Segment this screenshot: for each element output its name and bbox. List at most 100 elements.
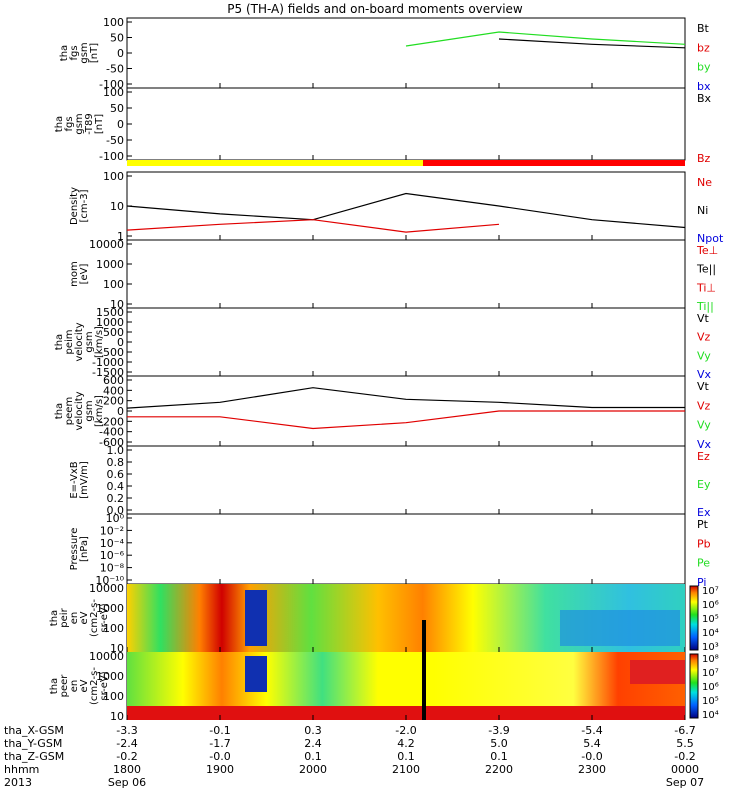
peir-blue-patch: [560, 610, 680, 646]
axis-row-value: -3.9: [488, 724, 510, 737]
panel-fgs-t89: 100 50 0 -50 -100 tha fgs gsm -T89 [nT] Bx Bz: [54, 86, 712, 165]
ephemeris-axis: tha_X-GSM -3.3 -0.1 0.3 -2.0 -3.9 -5.4 -6.7 tha_…: [0, 720, 750, 800]
axis-row-value: 0000: [671, 763, 699, 776]
y-tick-label: 10: [110, 200, 124, 213]
y-tick-label: 100: [103, 170, 124, 183]
y-axis-label: eV: [79, 611, 90, 624]
panel-frame: [126, 171, 686, 241]
axis-row-value: 2100: [392, 763, 420, 776]
series-Ne: [126, 219, 500, 233]
y-axis-label: [cm-3]: [79, 189, 90, 222]
colorbar-label: 10³: [702, 642, 719, 653]
peer-red-floor: [127, 706, 685, 720]
axis-row-label: tha_Z-GSM: [4, 750, 65, 763]
legend-entry: Pi: [697, 576, 706, 589]
axis-row-value: -0.2: [674, 750, 696, 763]
y-tick-label: -100: [99, 150, 124, 163]
axis-row-value: 2200: [485, 763, 513, 776]
axis-row-value: -0.2: [116, 750, 138, 763]
y-axis-label: gsm: [84, 400, 95, 421]
legend-entry: Pt: [697, 518, 709, 531]
y-axis-label: fgs: [64, 116, 75, 131]
series-Vt: [126, 387, 685, 409]
peir-blue-band: [245, 590, 267, 646]
y-tick-label: -50: [106, 134, 124, 147]
panel-fgs: 100 50 0 -50 -100 tha fgs gsm [nT] Bt bz by bx: [59, 16, 711, 93]
legend-entry: Vx: [697, 368, 712, 381]
y-tick-label: 0.8: [107, 456, 125, 469]
y-axis-label: [nPa]: [79, 536, 90, 562]
y-tick-label: -100: [99, 78, 124, 91]
legend-entry: Bx: [697, 92, 712, 105]
y-tick-label: 200: [103, 395, 124, 408]
legend-entry: Bt: [697, 22, 710, 35]
series-by: [405, 31, 686, 47]
panel-frame: [126, 307, 686, 377]
legend-entry: Te⊥: [696, 244, 718, 257]
region-bar: [127, 160, 685, 166]
series-Bt: [498, 38, 686, 49]
legend-entry: Pe: [697, 557, 710, 570]
y-axis-label: tha: [54, 334, 65, 350]
peer-black-marker: [422, 652, 426, 720]
y-tick-label: 10⁻⁶: [100, 549, 125, 562]
legend-entry: Ex: [697, 506, 711, 519]
axis-row-value: Sep 07: [665, 776, 705, 789]
legend-entry: Vx: [697, 438, 712, 451]
y-tick-label: 0: [117, 336, 124, 349]
y-tick-label: 1000: [96, 316, 124, 329]
y-axis-label: gsm: [74, 113, 85, 134]
axis-row-value: 5.4: [583, 737, 601, 750]
y-axis-label: E=-VxB: [69, 461, 80, 498]
region-bar-yellow: [127, 160, 423, 166]
y-tick-label: 0.0: [107, 504, 125, 517]
y-tick-label: 0: [117, 47, 124, 60]
chart-title: P5 (TH-A) fields and on-board moments ov…: [227, 2, 523, 16]
y-tick-label: 10⁰: [106, 512, 125, 525]
y-tick-label: 100: [103, 278, 124, 291]
y-axis-label: Pressure: [69, 528, 80, 571]
panel-efield: 1.00.80.60.40.20.0 E=-VxB [mV/m] Ez Ey Ex: [69, 444, 711, 519]
legend-entry: Ti⊥: [696, 281, 716, 294]
y-axis-label: gsm: [84, 331, 95, 352]
y-tick-label: 0.2: [107, 492, 125, 505]
y-tick-label: 10: [110, 298, 124, 311]
peer-blue-band: [245, 656, 267, 692]
y-axis-label: [km/s]: [94, 326, 105, 358]
axis-row-value: -2.4: [116, 737, 138, 750]
y-axis-label: [km/s]: [94, 395, 105, 427]
axis-row-value: 2300: [578, 763, 606, 776]
y-tick-label: -200: [99, 415, 124, 428]
panel-density: 100 10 1 Density [cm-3] Ne Ni Npot: [69, 170, 724, 245]
y-tick-label: 0.4: [107, 480, 125, 493]
y-tick-label: 500: [103, 326, 124, 339]
y-tick-label: 10⁻¹⁰: [95, 574, 124, 587]
y-axis-label: tha: [59, 45, 70, 61]
colorbar-label: 10⁴: [702, 628, 719, 639]
axis-row-value: 1900: [206, 763, 234, 776]
y-tick-label: 100: [103, 86, 124, 99]
y-axis-label: [mV/m]: [79, 461, 90, 499]
y-axis-label: tha: [49, 610, 60, 626]
y-tick-label: 10000: [89, 650, 124, 663]
axis-row-value: 2000: [299, 763, 327, 776]
legend-entry: Ez: [697, 450, 710, 463]
y-tick-label: 600: [103, 374, 124, 387]
y-axis-label: peem: [64, 397, 75, 425]
axis-row-value: -1.7: [209, 737, 231, 750]
y-axis-label: sr-eV): [99, 671, 110, 700]
colorbar-label: 10⁸: [702, 654, 719, 665]
legend-entry: bx: [697, 80, 711, 93]
axis-row-label: tha_X-GSM: [4, 724, 64, 737]
y-tick-label: 400: [103, 384, 124, 397]
y-axis-label: eV: [79, 679, 90, 692]
series-Ni: [126, 192, 686, 229]
y-axis-label: peer: [59, 674, 70, 698]
axis-row-value: 0.1: [490, 750, 508, 763]
y-tick-label: 1000: [96, 258, 124, 271]
y-tick-label: 10⁻⁴: [100, 537, 125, 550]
legend-entry: Ne: [697, 176, 712, 189]
y-tick-label: 100: [103, 16, 124, 29]
